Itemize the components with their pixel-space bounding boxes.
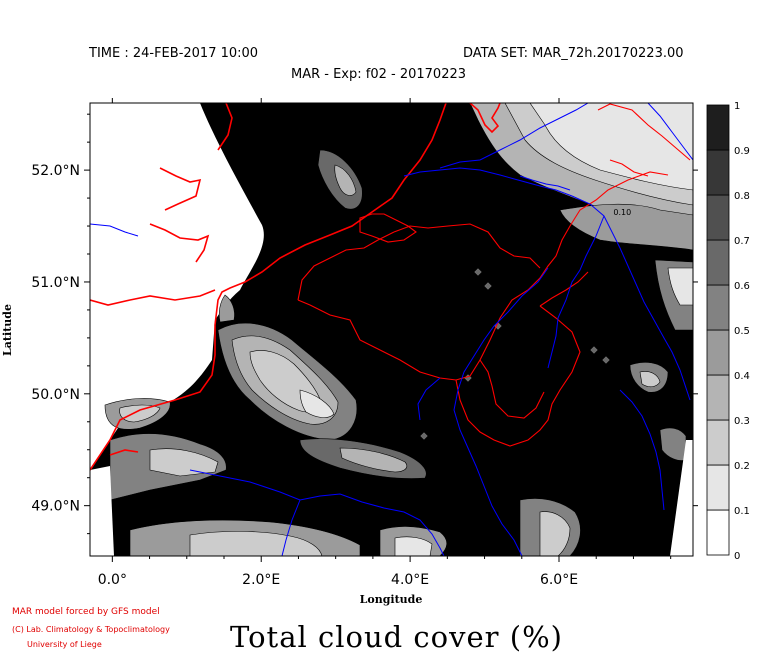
colorbar-swatch <box>706 374 730 421</box>
colorbar-label: 0.8 <box>734 191 750 202</box>
outside-domain-right <box>670 440 693 556</box>
cloud-cover-band <box>334 164 357 196</box>
river <box>519 175 571 191</box>
river <box>417 377 441 421</box>
coastline <box>149 223 210 263</box>
colorbar-swatch <box>706 329 730 376</box>
river <box>90 223 139 237</box>
country-border <box>479 359 545 419</box>
cloud-cover-band <box>667 267 693 306</box>
cloud-cover-band <box>529 103 693 191</box>
cloud-cover-band <box>149 448 219 477</box>
main-title: Total cloud cover (%) <box>230 620 563 654</box>
cloud-cover-cell <box>419 431 429 441</box>
country-border <box>597 103 691 161</box>
river <box>439 103 589 169</box>
river <box>547 215 605 369</box>
colorbar-label: 0.2 <box>734 461 750 472</box>
cloud-cover-band <box>299 389 335 418</box>
colorbar-swatch <box>706 464 730 511</box>
cloud-cover-band <box>539 511 571 556</box>
colorbar-swatch <box>706 104 730 151</box>
country-border <box>609 159 649 177</box>
country-border <box>455 305 581 447</box>
coastline <box>217 103 233 151</box>
y-tick-label: 49.0°N <box>31 499 80 515</box>
colorbar-swatch <box>706 239 730 286</box>
contour-label: 0.10 <box>613 208 631 217</box>
cloud-cover-band <box>339 447 408 473</box>
dataset-label: DATA SET: MAR_72h.20170223.00 <box>463 46 684 61</box>
country-border <box>359 213 417 243</box>
experiment-label: MAR - Exp: f02 - 20170223 <box>291 67 467 82</box>
colorbar-label: 0.6 <box>734 281 750 292</box>
country-border <box>297 171 669 381</box>
credit-university: University of Liege <box>27 640 102 649</box>
coastline <box>90 289 216 306</box>
coastline <box>109 449 139 456</box>
credit-lab: (C) Lab. Climatology & Topoclimatology <box>12 625 170 634</box>
x-tick-label: 2.0°E <box>242 572 280 588</box>
river <box>281 499 301 556</box>
credit-model: MAR model forced by GFS model <box>12 607 160 617</box>
x-tick-label: 0.0° <box>98 572 127 588</box>
colorbar-label: 0.7 <box>734 236 750 247</box>
coastline <box>159 167 202 211</box>
colorbar-label: 0.3 <box>734 416 750 427</box>
country-border <box>297 231 395 301</box>
country-border <box>539 271 589 307</box>
x-tick-label: 6.0°E <box>540 572 578 588</box>
cloud-cover-band <box>559 203 693 251</box>
time-label: TIME : 24-FEB-2017 10:00 <box>89 46 259 61</box>
cloud-cover-band <box>639 371 661 388</box>
colorbar-swatch <box>706 509 730 556</box>
colorbar-swatch <box>706 194 730 241</box>
colorbar-swatch <box>706 149 730 196</box>
river <box>647 103 693 161</box>
cloud-cover-band <box>394 536 433 556</box>
cloud-cover-band <box>189 531 323 556</box>
contour-label: 0.50 <box>505 202 523 211</box>
y-tick-label: 52.0°N <box>31 163 80 179</box>
cloud-cover-cell <box>483 281 493 291</box>
river <box>189 469 445 556</box>
colorbar-label: 0.5 <box>734 326 750 337</box>
cloud-cover-cell <box>473 267 483 277</box>
country-border <box>393 223 541 269</box>
contour-label: 0.90 <box>546 225 564 234</box>
river <box>619 389 665 511</box>
field-clear-channel <box>90 103 264 470</box>
colorbar-label: 1 <box>734 101 740 112</box>
colorbar-label: 0.4 <box>734 371 750 382</box>
x-axis-label: Longitude <box>360 593 423 606</box>
contour-label: 0.50 <box>241 471 259 480</box>
cloud-cover-cell <box>601 355 611 365</box>
plot-frame <box>89 102 694 557</box>
outside-domain-left <box>90 466 114 556</box>
colorbar-swatch <box>706 419 730 466</box>
colorbar-swatch <box>706 284 730 331</box>
y-tick-label: 51.0°N <box>31 275 80 291</box>
y-tick-label: 50.0°N <box>31 387 80 403</box>
y-axis-label: Latitude <box>1 304 14 356</box>
cloud-cover-band <box>218 294 235 323</box>
coastline <box>90 103 447 471</box>
colorbar-label: 0 <box>734 551 740 562</box>
x-tick-label: 4.0°E <box>391 572 429 588</box>
colorbar-label: 0.9 <box>734 146 750 157</box>
cloud-cover-cell <box>589 345 599 355</box>
river <box>453 267 549 556</box>
colorbar-label: 0.1 <box>734 506 750 517</box>
coastline <box>469 103 501 134</box>
